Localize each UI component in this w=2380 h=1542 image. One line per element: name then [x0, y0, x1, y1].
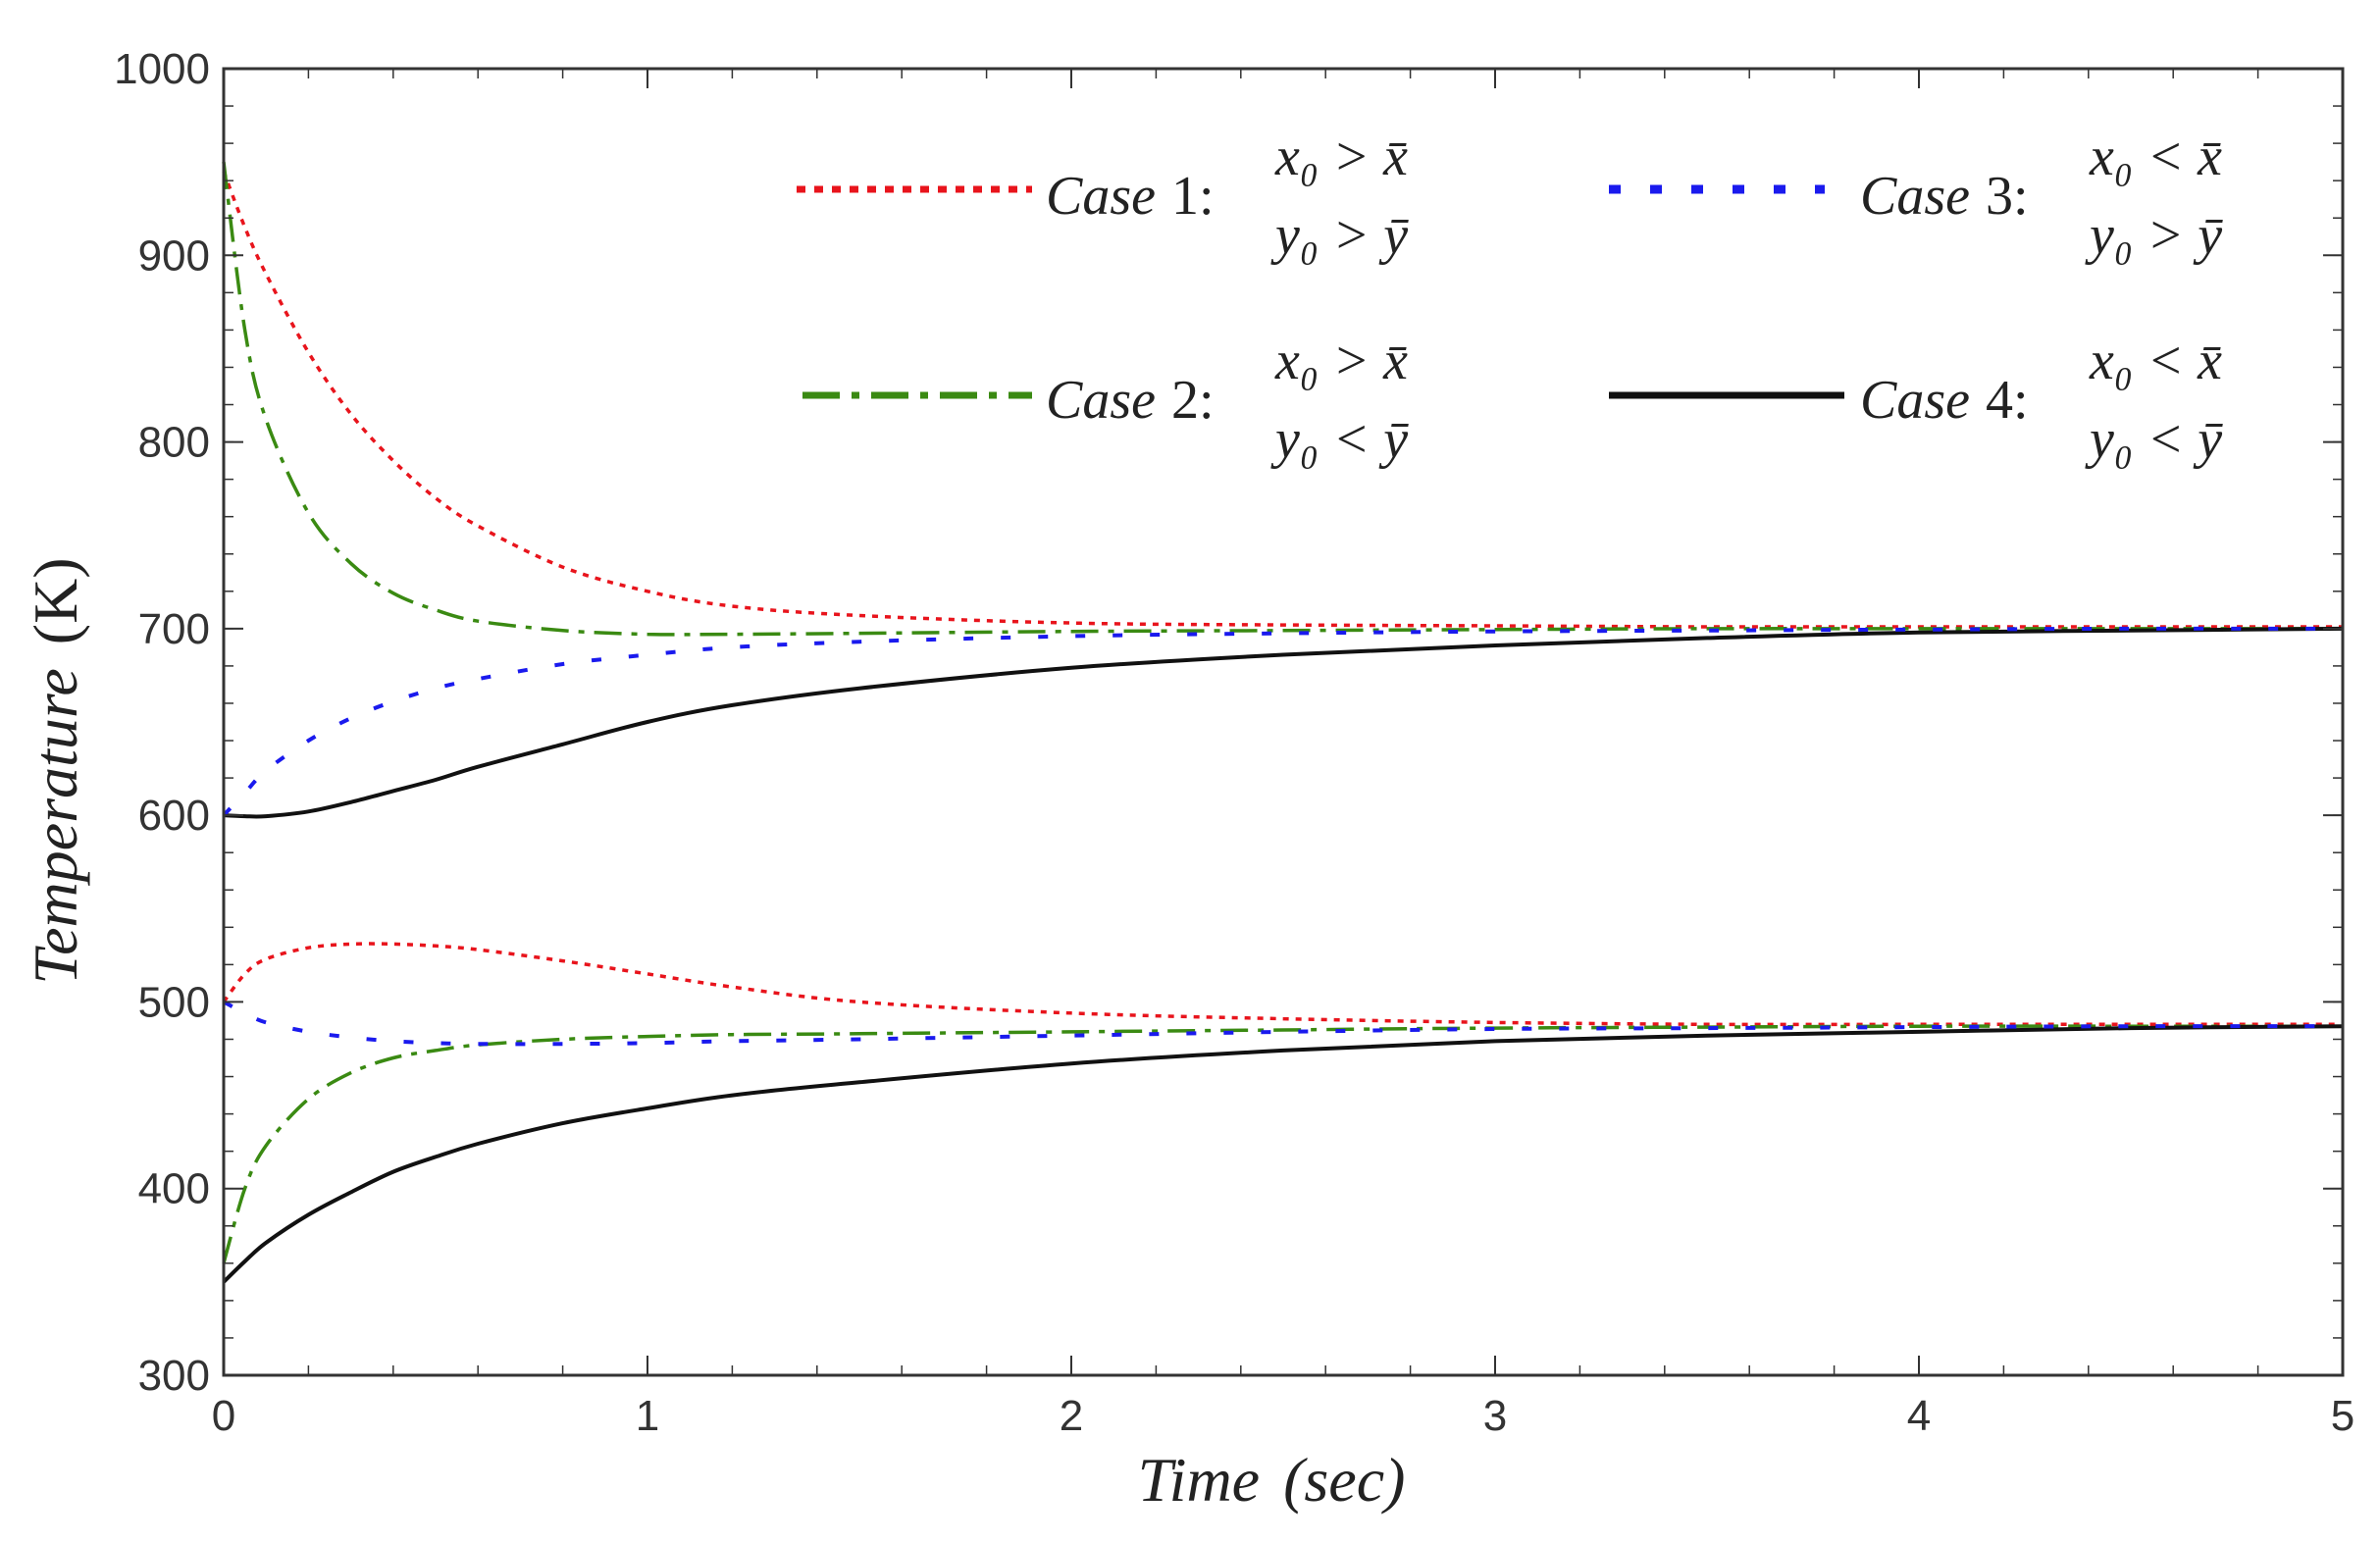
y-tick-label: 400: [138, 1165, 210, 1213]
legend-case-word-2: Case: [1046, 370, 1156, 431]
legend-case-num-2: 2:: [1171, 370, 1215, 431]
y-tick-label: 700: [138, 605, 210, 653]
y-axis-title: Temperature (K): [21, 557, 90, 984]
legend-cond-x-2: x₀ > x̄: [1274, 331, 1408, 391]
series-line-case-4-lower: [222, 1024, 2344, 1284]
y-tick-label: 300: [138, 1352, 210, 1400]
legend-entry-case-4: Case 4: x₀ < x̄ y₀ < ȳ: [1609, 331, 2223, 470]
x-tick-label: 3: [1483, 1392, 1507, 1440]
y-tick-label: 800: [138, 419, 210, 467]
svg-text:Time(sec): Time (sec): [1138, 1445, 1406, 1515]
series-line-case-3-upper: [222, 626, 2344, 817]
legend-case-word-1: Case: [1046, 166, 1156, 227]
legend-case-word-4: Case: [1860, 370, 1970, 431]
y-tick-label: 500: [138, 978, 210, 1026]
plot-frame: [222, 67, 2345, 1377]
series-layer: [222, 161, 2344, 1284]
legend-entry-case-2: Case 2: x₀ > x̄ y₀ < ȳ: [802, 331, 1409, 470]
x-tick-label: 2: [1060, 1392, 1083, 1440]
legend-cond-y-4: y₀ < ȳ: [2085, 409, 2223, 470]
series-line-case-4-upper: [223, 626, 2344, 819]
legend-cond-y-1: y₀ > ȳ: [1270, 205, 1409, 266]
x-tick-label: 0: [212, 1392, 235, 1440]
legend-cond-y-3: y₀ > ȳ: [2085, 205, 2223, 266]
x-tick-label: 4: [1907, 1392, 1931, 1440]
legend-entry-case-3: Case 3: x₀ < x̄ y₀ > ȳ: [1609, 127, 2223, 266]
legend-case-num-1: 1:: [1171, 166, 1215, 227]
y-axis-label: Temperature: [21, 668, 90, 984]
legend: Case 1: x₀ > x̄ y₀ > ȳ Case 2: x₀ > x̄ y₀ …: [797, 127, 2223, 470]
ticks-layer: 0 1 2 3 4 5 300 400 500 600 700 800 900 1000: [114, 45, 2354, 1440]
y-axis-unit: (K): [21, 557, 90, 644]
legend-case-num-4: 4:: [1986, 370, 2029, 431]
svg-text:Temperature(K): Temperature (K): [21, 557, 90, 984]
x-axis-label: Time: [1138, 1445, 1260, 1515]
legend-cond-x-4: x₀ < x̄: [2089, 331, 2222, 391]
series-line-case-3-lower: [223, 1000, 2344, 1047]
y-tick-label: 600: [138, 792, 210, 840]
legend-cond-x-1: x₀ > x̄: [1274, 127, 1408, 187]
legend-case-num-3: 3:: [1986, 166, 2029, 227]
legend-case-word-3: Case: [1860, 166, 1970, 227]
x-axis-unit: (sec): [1283, 1445, 1405, 1515]
legend-cond-y-2: y₀ < ȳ: [1270, 409, 1409, 470]
y-tick-label: 900: [138, 231, 210, 280]
x-tick-label: 5: [2331, 1392, 2354, 1440]
x-tick-label: 1: [636, 1392, 659, 1440]
series-line-case-2-lower: [222, 1024, 2343, 1264]
legend-cond-x-3: x₀ < x̄: [2089, 127, 2222, 187]
x-axis-title: Time (sec): [1138, 1445, 1406, 1515]
series-line-case-1-upper: [222, 171, 2343, 629]
y-tick-label: 1000: [114, 45, 210, 93]
legend-entry-case-1: Case 1: x₀ > x̄ y₀ > ȳ: [797, 127, 1409, 266]
